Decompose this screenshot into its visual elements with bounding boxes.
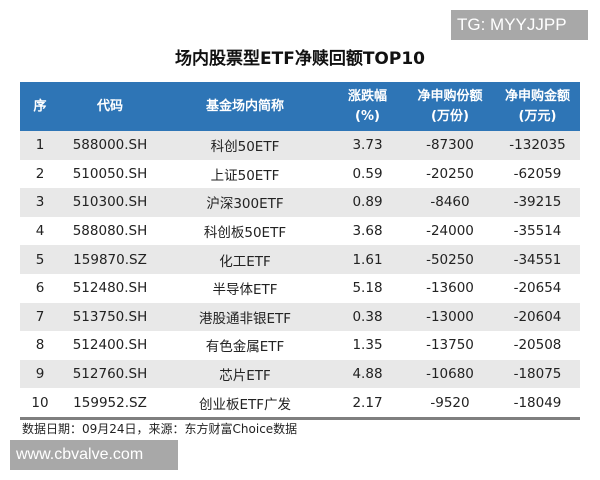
cell-net-shares: -24000 [405, 216, 495, 246]
table-row: 4 588080.SH 科创板50ETF 3.68 -24000 -35514 [20, 216, 580, 246]
cell-name: 化工ETF [160, 245, 330, 274]
cell-net-shares: -50250 [405, 245, 495, 274]
cell-name: 沪深300ETF [160, 188, 330, 217]
table-row: 10 159952.SZ 创业板ETF广发 2.17 -9520 -18049 [20, 388, 580, 420]
header-net-shares-unit: (万份) [431, 108, 469, 124]
header-rank: 序 [20, 82, 60, 131]
cell-net-shares: -13750 [405, 331, 495, 360]
cell-net-shares: -10680 [405, 359, 495, 389]
cell-net-amount: -20508 [495, 331, 580, 360]
table-row: 2 510050.SH 上证50ETF 0.59 -20250 -62059 [20, 159, 580, 189]
cell-code: 512400.SH [60, 331, 160, 360]
cell-change: 5.18 [330, 273, 405, 303]
cell-rank: 8 [20, 331, 60, 360]
cell-net-amount: -20654 [495, 273, 580, 303]
page-title: 场内股票型ETF净赎回额TOP10 [175, 49, 425, 69]
header-rank-label: 序 [33, 98, 47, 114]
cell-change: 4.88 [330, 359, 405, 389]
cell-rank: 1 [20, 131, 60, 160]
header-change-label: 涨跌幅 [347, 88, 387, 104]
cell-net-amount: -132035 [495, 131, 580, 160]
cell-name: 芯片ETF [160, 359, 330, 389]
table-row: 6 512480.SH 半导体ETF 5.18 -13600 -20654 [20, 273, 580, 303]
cell-net-shares: -13000 [405, 302, 495, 332]
cell-name: 科创板50ETF [160, 216, 330, 246]
cell-change: 0.59 [330, 159, 405, 189]
header-change-unit: (%) [355, 108, 380, 124]
header-name: 基金场内简称 [160, 82, 330, 131]
cell-code: 159952.SZ [60, 388, 160, 420]
cell-rank: 10 [20, 388, 60, 420]
cell-change: 3.73 [330, 131, 405, 160]
cell-rank: 6 [20, 273, 60, 303]
cell-name: 上证50ETF [160, 159, 330, 189]
table-row: 9 512760.SH 芯片ETF 4.88 -10680 -18075 [20, 359, 580, 389]
table-row: 5 159870.SZ 化工ETF 1.61 -50250 -34551 [20, 245, 580, 274]
header-net-amount: 净申购金额 (万元) [495, 82, 580, 131]
header-change: 涨跌幅 (%) [330, 82, 405, 131]
header-net-shares: 净申购份额 (万份) [405, 82, 495, 131]
cell-net-amount: -34551 [495, 245, 580, 274]
cell-rank: 2 [20, 159, 60, 189]
cell-rank: 9 [20, 359, 60, 389]
cell-code: 588000.SH [60, 131, 160, 160]
cell-change: 1.35 [330, 331, 405, 360]
cell-net-amount: -18049 [495, 388, 580, 420]
cell-net-shares: -9520 [405, 388, 495, 420]
cell-code: 513750.SH [60, 302, 160, 332]
cell-code: 512480.SH [60, 273, 160, 303]
watermark-tg: TG: MYYJJPP [451, 10, 588, 40]
table-header-row: 序 代码 基金场内简称 涨跌幅 (%) 净申购份额 (万份) 净申购金额 (万元… [20, 82, 580, 131]
header-net-shares-label: 净申购份额 [417, 88, 483, 104]
table-row: 8 512400.SH 有色金属ETF 1.35 -13750 -20508 [20, 331, 580, 360]
cell-name: 有色金属ETF [160, 331, 330, 360]
cell-code: 588080.SH [60, 216, 160, 246]
cell-net-shares: -13600 [405, 273, 495, 303]
cell-code: 512760.SH [60, 359, 160, 389]
cell-net-shares: -87300 [405, 131, 495, 160]
header-net-amount-unit: (万元) [518, 108, 557, 124]
cell-net-amount: -39215 [495, 188, 580, 217]
cell-net-shares: -8460 [405, 188, 495, 217]
cell-change: 3.68 [330, 216, 405, 246]
cell-code: 510300.SH [60, 188, 160, 217]
cell-net-amount: -62059 [495, 159, 580, 189]
table-row: 3 510300.SH 沪深300ETF 0.89 -8460 -39215 [20, 188, 580, 217]
table-row: 1 588000.SH 科创50ETF 3.73 -87300 -132035 [20, 131, 580, 160]
header-net-amount-label: 净申购金额 [504, 88, 570, 104]
cell-change: 2.17 [330, 388, 405, 420]
data-source-note: 数据日期：09月24日，来源：东方财富Choice数据 [22, 422, 298, 436]
cell-name: 科创50ETF [160, 131, 330, 160]
cell-net-shares: -20250 [405, 159, 495, 189]
cell-net-amount: -20604 [495, 302, 580, 332]
cell-name: 港股通非银ETF [160, 302, 330, 332]
cell-name: 半导体ETF [160, 273, 330, 303]
cell-change: 1.61 [330, 245, 405, 274]
cell-net-amount: -35514 [495, 216, 580, 246]
cell-code: 510050.SH [60, 159, 160, 189]
etf-redemption-table: 序 代码 基金场内简称 涨跌幅 (%) 净申购份额 (万份) 净申购金额 (万元… [20, 82, 580, 420]
header-code-label: 代码 [96, 98, 123, 114]
cell-rank: 7 [20, 302, 60, 332]
cell-net-amount: -18075 [495, 359, 580, 389]
watermark-site: www.cbvalve.com [10, 440, 178, 470]
header-name-label: 基金场内简称 [205, 98, 284, 114]
cell-rank: 5 [20, 245, 60, 274]
table-row: 7 513750.SH 港股通非银ETF 0.38 -13000 -20604 [20, 302, 580, 332]
cell-rank: 4 [20, 216, 60, 246]
cell-rank: 3 [20, 188, 60, 217]
cell-change: 0.38 [330, 302, 405, 332]
cell-change: 0.89 [330, 188, 405, 217]
header-code: 代码 [60, 82, 160, 131]
cell-name: 创业板ETF广发 [160, 388, 330, 420]
cell-code: 159870.SZ [60, 245, 160, 274]
